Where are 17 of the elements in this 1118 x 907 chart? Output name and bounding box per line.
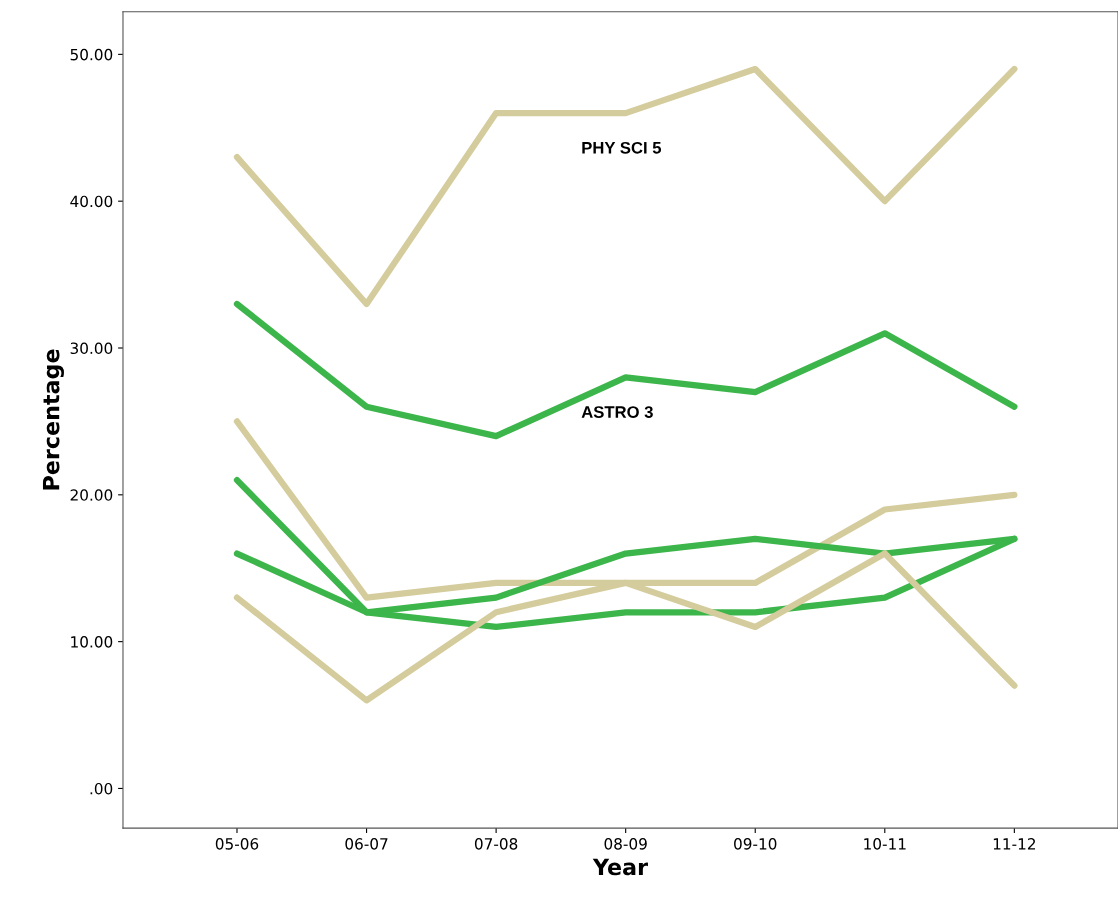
series-label: PHY SCI 5 <box>582 141 662 154</box>
y-tick-label: 10.00 <box>71 636 113 648</box>
y-tick-label: 20.00 <box>70 489 113 501</box>
y-axis-title: Percentage <box>42 349 64 490</box>
series-label: ASTRO 3 <box>581 406 653 418</box>
x-tick-label: 05-06 <box>215 838 259 850</box>
x-axis-title: Year <box>592 858 648 876</box>
x-tick-label: 07-08 <box>474 838 518 850</box>
y-tick-label: .00 <box>90 782 113 795</box>
x-tick-label: 06-07 <box>345 838 388 850</box>
x-tick-label: 10-11 <box>864 838 906 850</box>
y-tick-label: 50.00 <box>70 48 113 61</box>
x-tick-label: 09-10 <box>734 838 777 850</box>
x-tick-label: 08-09 <box>604 838 647 850</box>
y-tick-label: 30.00 <box>70 342 113 355</box>
y-tick-label: 40.00 <box>70 195 113 208</box>
x-tick-label: 11-12 <box>993 838 1036 850</box>
